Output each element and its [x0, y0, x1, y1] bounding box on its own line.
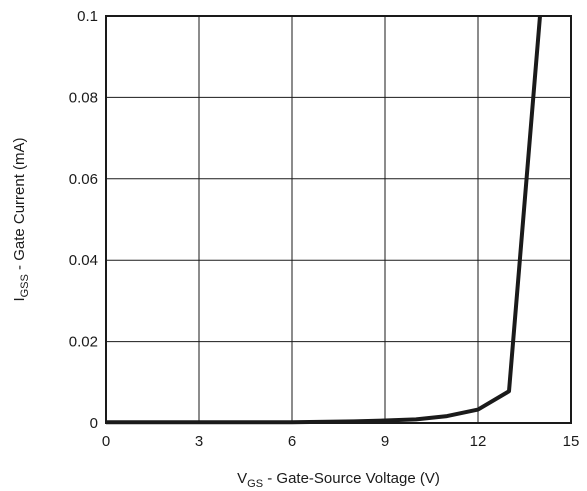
x-axis-label: VGS - Gate-Source Voltage (V): [237, 470, 440, 490]
plot-frame: [105, 15, 572, 424]
x-tick-label: 3: [195, 433, 203, 450]
gate-current-series-line: [106, 15, 542, 425]
grid-lines: [106, 16, 571, 423]
x-axis-label-symbol: V: [237, 470, 247, 487]
x-tick-label: 15: [563, 433, 580, 450]
x-tick-label: 9: [381, 433, 389, 450]
y-tick-label: 0.02: [69, 334, 98, 351]
x-tick-label: 12: [470, 433, 487, 450]
x-axis-label-text: - Gate-Source Voltage (V): [263, 470, 440, 487]
y-tick-label: 0.1: [77, 8, 98, 25]
y-tick-label: 0: [90, 415, 98, 432]
y-tick-label: 0.08: [69, 89, 98, 106]
x-tick-label: 0: [102, 433, 110, 450]
y-tick-label: 0.04: [69, 252, 98, 269]
y-tick-labels: 0 0.02 0.04 0.06 0.08 0.1: [69, 8, 98, 432]
y-axis-label-text: - Gate Current (mA): [11, 137, 28, 274]
y-axis-label-symbol: I: [11, 297, 28, 301]
y-axis-label: IGSS - Gate Current (mA): [11, 137, 31, 301]
x-tick-labels: 0 3 6 9 12 15: [102, 433, 580, 450]
y-axis-label-subscript: GSS: [19, 274, 31, 297]
x-axis-label-subscript: GS: [247, 478, 263, 490]
x-tick-label: 6: [288, 433, 296, 450]
y-tick-label: 0.06: [69, 171, 98, 188]
series-layer: [106, 15, 542, 425]
